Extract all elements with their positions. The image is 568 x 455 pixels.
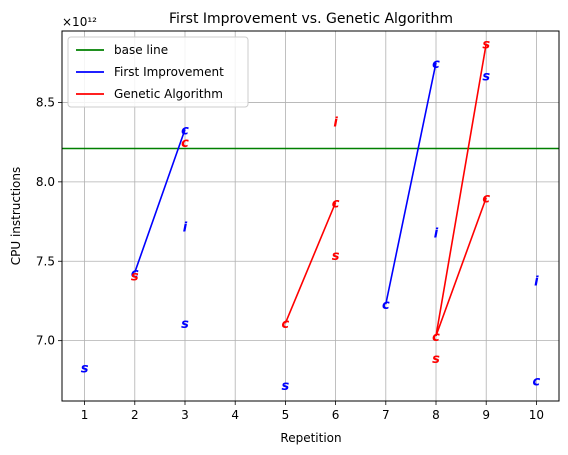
series-0-point-10: i (534, 274, 539, 289)
series-1-point-8: s (482, 38, 490, 53)
chart-title: First Improvement vs. Genetic Algorithm (169, 11, 453, 27)
legend-label-genetic-algorithm: Genetic Algorithm (114, 87, 223, 101)
x-tick-label-9: 9 (482, 408, 490, 422)
series-1-segment-0 (284, 202, 337, 324)
x-tick-label-2: 2 (131, 408, 139, 422)
series-1-point-3: c (332, 197, 340, 212)
y-axis-ticks: 7.0 7.5 8.0 8.5 (36, 95, 62, 348)
series-0-segment-1 (385, 62, 437, 305)
series-0-point-5: s (282, 379, 290, 394)
series-1-point-2: c (282, 317, 290, 332)
series-lines (134, 43, 487, 337)
series-1-point-1: c (181, 136, 189, 151)
series-0-point-0: s (81, 362, 89, 377)
series-1-point-5: s (332, 249, 340, 264)
x-axis-ticks: 1 2 3 4 5 6 7 8 9 10 (81, 401, 544, 422)
legend-label-first-improvement: First Improvement (114, 65, 224, 79)
y-axis-label: CPU instructions (9, 167, 23, 265)
y-tick-label-0: 7.0 (36, 334, 55, 348)
legend-box (67, 36, 249, 108)
y-tick-label-1: 7.5 (36, 254, 55, 268)
legend-label-base-line: base line (114, 43, 168, 57)
plot-frame (61, 30, 560, 402)
series-0-point-7: c (432, 57, 440, 72)
series-1-point-4: i (333, 116, 338, 131)
series-0-segment-0 (134, 129, 186, 273)
x-tick-label-8: 8 (432, 408, 440, 422)
series-0-point-1: c (131, 266, 139, 281)
y-tick-label-3: 8.5 (36, 95, 55, 109)
series-1-point-0: s (131, 270, 139, 285)
series-1-segment-2 (435, 197, 487, 337)
series-0-point-4: s (181, 317, 189, 332)
x-tick-label-5: 5 (282, 408, 290, 422)
series-1-point-7: s (432, 352, 440, 367)
series-1-point-6: c (432, 330, 440, 345)
series-0-point-6: c (382, 298, 390, 313)
legend: base line First Improvement Genetic Algo… (67, 36, 249, 108)
x-tick-label-10: 10 (529, 408, 544, 422)
series-0-point-2: c (181, 123, 189, 138)
x-tick-label-1: 1 (81, 408, 89, 422)
series-1-segment-1 (435, 43, 487, 337)
series-0-point-11: c (533, 374, 541, 389)
x-axis-label: Repetition (280, 431, 341, 445)
series-0-point-8: i (434, 227, 439, 242)
series-1-point-9: c (482, 192, 490, 207)
x-tick-label-6: 6 (332, 408, 340, 422)
x-tick-label-7: 7 (382, 408, 390, 422)
y-axis-offset-label: ×10¹² (62, 15, 97, 29)
x-tick-label-3: 3 (181, 408, 189, 422)
x-tick-label-4: 4 (231, 408, 239, 422)
series-0-point-3: i (183, 220, 188, 235)
y-tick-label-2: 8.0 (36, 175, 55, 189)
series-0-point-9: s (482, 69, 490, 84)
